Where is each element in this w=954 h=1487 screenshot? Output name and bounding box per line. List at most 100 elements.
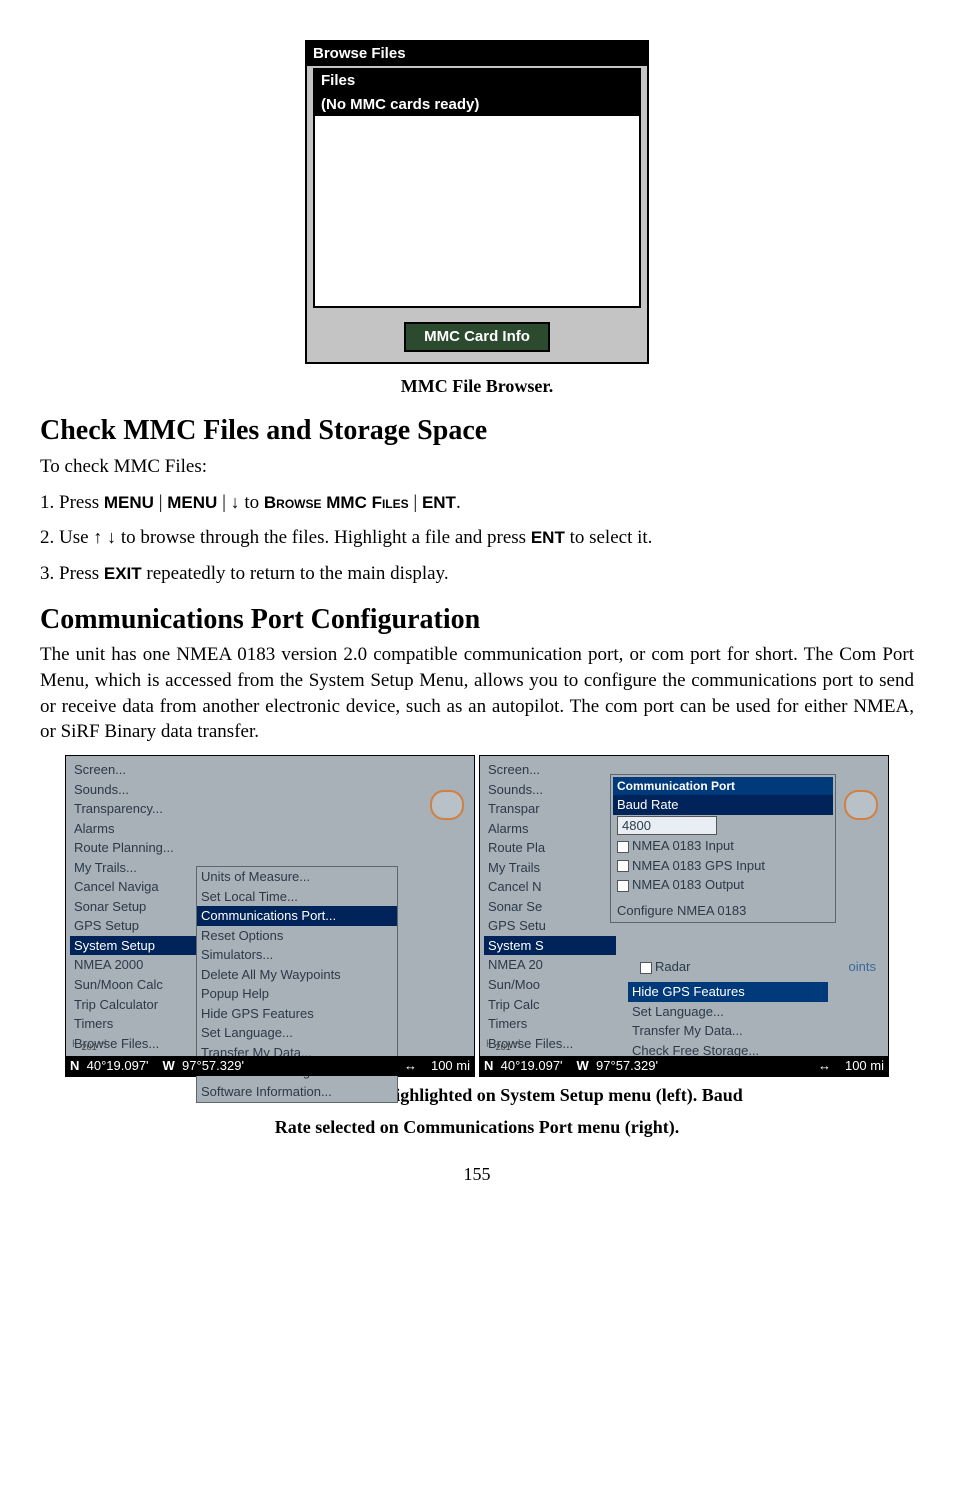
mmc-browser-window: Browse Files Files (No MMC cards ready) … — [305, 40, 649, 364]
mmc-status-line: (No MMC cards ready) — [315, 94, 639, 116]
baud-rate-row[interactable]: Baud Rate — [613, 795, 833, 815]
mmc-window-title: Browse Files — [307, 42, 647, 66]
menu-timers[interactable]: Timers — [70, 1014, 202, 1034]
menu-system-setup[interactable]: System Setup — [70, 936, 202, 956]
menu-sonar-setup[interactable]: Sonar Se — [484, 897, 616, 917]
checkbox-icon[interactable] — [617, 841, 629, 853]
step3-exit: EXIT — [104, 564, 142, 583]
checkbox-icon[interactable] — [640, 962, 652, 974]
menu-screen[interactable]: Screen... — [70, 760, 202, 780]
menu-alarms[interactable]: Alarms — [70, 819, 202, 839]
menu-sun-moon[interactable]: Sun/Moo — [484, 975, 616, 995]
baud-value-row[interactable]: 4800 — [613, 815, 833, 837]
fig2-caption-line1: Communications Port highlighted on Syste… — [40, 1083, 914, 1107]
page-number: 155 — [40, 1162, 914, 1186]
menu-transparency[interactable]: Transparency... — [70, 799, 202, 819]
menu-my-trails[interactable]: My Trails — [484, 858, 616, 878]
fig2-caption-line2: Rate selected on Communications Port men… — [40, 1115, 914, 1139]
submenu-units[interactable]: Units of Measure... — [197, 867, 397, 887]
submenu-simulators[interactable]: Simulators... — [197, 945, 397, 965]
menu-route-planning[interactable]: Route Planning... — [70, 838, 202, 858]
step-2: 2. Use ↑ ↓ to browse through the files. … — [40, 525, 914, 551]
submenu-popup-help[interactable]: Popup Help — [197, 984, 397, 1004]
right-main-menu: Screen... Sounds... Transpar Alarms Rout… — [484, 760, 616, 1053]
baud-rate-label: Baud Rate — [617, 797, 678, 812]
lat-value: 40°19.097' — [501, 1058, 563, 1073]
baud-rate-value[interactable]: 4800 — [617, 816, 717, 836]
menu-gps-setup[interactable]: GPS Setu — [484, 916, 616, 936]
step1-browse: Browse MMC Files — [264, 493, 409, 512]
w-label: W — [163, 1058, 175, 1073]
lower-transfer[interactable]: Transfer My Data... — [628, 1021, 828, 1041]
distance-value: 100 mi — [845, 1057, 884, 1075]
step1-menu-1: MENU — [104, 493, 154, 512]
left-ui-panel: Screen... Sounds... Transparency... Alar… — [65, 755, 475, 1077]
submenu-reset[interactable]: Reset Options — [197, 926, 397, 946]
mmc-files-label: Files — [315, 70, 639, 93]
menu-trip-calc[interactable]: Trip Calculator — [70, 995, 202, 1015]
menu-system-setup[interactable]: System S — [484, 936, 616, 956]
submenu-com-port[interactable]: Communications Port... — [197, 906, 397, 926]
lower-hide-gps[interactable]: Hide GPS Features — [628, 982, 828, 1002]
submenu-software[interactable]: Software Information... — [197, 1082, 397, 1102]
submenu-delete-wp[interactable]: Delete All My Waypoints — [197, 965, 397, 985]
step1-pipe-2: | — [222, 492, 226, 513]
mmc-button-row: MMC Card Info — [307, 316, 647, 362]
menu-cancel-nav[interactable]: Cancel N — [484, 877, 616, 897]
step3-suffix: repeatedly to return to the main display… — [146, 563, 448, 584]
n-label: N — [484, 1058, 493, 1073]
menu-nmea-2000[interactable]: NMEA 20 — [484, 955, 616, 975]
com-port-paragraph: The unit has one NMEA 0183 version 2.0 c… — [40, 642, 914, 745]
submenu-hide-gps[interactable]: Hide GPS Features — [197, 1004, 397, 1024]
checkbox-icon[interactable] — [617, 880, 629, 892]
step-1: 1. Press MENU | MENU | ↓ to Browse MMC F… — [40, 490, 914, 516]
left-statusbar: N 40°19.097' W 97°57.329' ↔ 100 mi — [66, 1056, 474, 1076]
menu-nmea-2000[interactable]: NMEA 2000 — [70, 955, 202, 975]
arrow-icon: ↔ — [818, 1057, 831, 1075]
menu-gps-setup[interactable]: GPS Setup — [70, 916, 202, 936]
menu-sounds[interactable]: Sounds... — [484, 780, 616, 800]
mmc-browser-figure: Browse Files Files (No MMC cards ready) … — [40, 40, 914, 364]
dual-figure: Screen... Sounds... Transparency... Alar… — [40, 755, 914, 1077]
heading-com-port: Communications Port Configuration — [40, 601, 914, 639]
menu-screen[interactable]: Screen... — [484, 760, 616, 780]
nmea-input-row[interactable]: NMEA 0183 Input — [613, 836, 833, 856]
nmea-output-row[interactable]: NMEA 0183 Output — [613, 875, 833, 895]
nmea-gps-input-row[interactable]: NMEA 0183 GPS Input — [613, 856, 833, 876]
submenu-local-time[interactable]: Set Local Time... — [197, 887, 397, 907]
popup-title: Communication Port — [613, 777, 833, 795]
down-arrow-icon-2: ↓ — [107, 527, 116, 547]
com-port-popup: Communication Port Baud Rate 4800 NMEA 0… — [610, 774, 836, 923]
menu-sonar-setup[interactable]: Sonar Setup — [70, 897, 202, 917]
menu-trip-calc[interactable]: Trip Calc — [484, 995, 616, 1015]
menu-transparency[interactable]: Transpar — [484, 799, 616, 819]
menu-alarms[interactable]: Alarms — [484, 819, 616, 839]
submenu-language[interactable]: Set Language... — [197, 1023, 397, 1043]
mmc-card-info-button[interactable]: MMC Card Info — [404, 322, 550, 352]
step1-pipe-1: | — [159, 492, 163, 513]
fig1-caption: MMC File Browser. — [40, 374, 914, 398]
step3-prefix: 3. Press — [40, 563, 104, 584]
menu-cancel-nav[interactable]: Cancel Naviga — [70, 877, 202, 897]
checkbox-icon[interactable] — [617, 860, 629, 872]
lower-language[interactable]: Set Language... — [628, 1002, 828, 1022]
configure-nmea-row[interactable]: Configure NMEA 0183 — [613, 901, 833, 921]
map-indicator-icon — [844, 790, 878, 820]
map-indicator-icon — [430, 790, 464, 820]
step1-to: to — [244, 492, 264, 513]
menu-sun-moon[interactable]: Sun/Moon Calc — [70, 975, 202, 995]
heading-check-mmc: Check MMC Files and Storage Space — [40, 412, 914, 450]
lat-value: 40°19.097' — [87, 1058, 149, 1073]
step1-prefix: 1. Press — [40, 492, 104, 513]
step2-ent: ENT — [531, 528, 565, 547]
menu-timers[interactable]: Timers — [484, 1014, 616, 1034]
menu-my-trails[interactable]: My Trails... — [70, 858, 202, 878]
radar-label: Radar — [640, 958, 690, 976]
menu-sounds[interactable]: Sounds... — [70, 780, 202, 800]
n-label: N — [70, 1058, 79, 1073]
w-label: W — [577, 1058, 589, 1073]
step1-ent: ENT — [422, 493, 456, 512]
menu-route-planning[interactable]: Route Pla — [484, 838, 616, 858]
up-arrow-icon: ↑ — [93, 527, 102, 547]
down-arrow-icon: ↓ — [231, 492, 240, 512]
